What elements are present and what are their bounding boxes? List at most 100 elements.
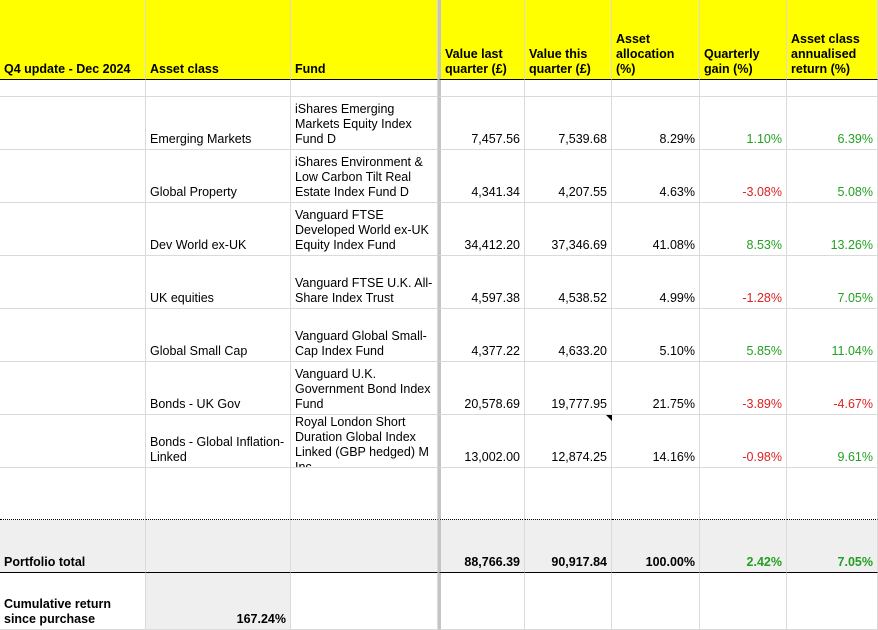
cell-text: 4,597.38 <box>471 291 520 305</box>
cell: Royal London Short Duration Global Index… <box>291 415 438 468</box>
cell-text: 5.85% <box>746 344 782 358</box>
cell-text: 4.63% <box>659 185 695 199</box>
cell <box>787 573 878 630</box>
cell <box>700 468 787 520</box>
cell-text: -3.08% <box>742 185 782 199</box>
cell-text: Bonds - UK Gov <box>150 397 241 411</box>
cell <box>291 80 438 97</box>
cell <box>0 203 146 256</box>
cell-text: 167.24% <box>236 612 286 626</box>
cell-text: 90,917.84 <box>551 555 607 569</box>
cell: 1.10% <box>700 97 787 150</box>
cell <box>291 468 438 520</box>
cell: 12,874.25 <box>525 415 612 468</box>
cell <box>525 573 612 630</box>
cell: 5.10% <box>612 309 700 362</box>
cell-text: 4.99% <box>659 291 695 305</box>
cell-text: Global Small Cap <box>150 344 248 358</box>
cell-text: -1.28% <box>742 291 782 305</box>
cell-text: Vanguard Global Small-Cap Index Fund <box>295 329 427 358</box>
cell <box>0 97 146 150</box>
header-cell: Value this quarter (£) <box>525 0 612 80</box>
cell <box>438 468 525 520</box>
cell: -3.89% <box>700 362 787 415</box>
cell: UK equities <box>146 256 291 309</box>
cell <box>612 80 700 97</box>
cell: Bonds - Global Inflation-Linked <box>146 415 291 468</box>
cell-text: 14.16% <box>652 450 695 464</box>
cell: Vanguard Global Small-Cap Index Fund <box>291 309 438 362</box>
cell: 4,377.22 <box>438 309 525 362</box>
cell <box>438 80 525 97</box>
cell-text: Asset class annualised return (%) <box>791 32 860 76</box>
header-cell: Asset allocation (%) <box>612 0 700 80</box>
cell-text: -3.89% <box>742 397 782 411</box>
cell-text: Vanguard U.K. Government Bond Index Fund <box>295 367 431 411</box>
cell-text: Vanguard FTSE U.K. All-Share Index Trust <box>295 276 433 305</box>
cell-text: 88,766.39 <box>464 555 520 569</box>
cell-text: iShares Emerging Markets Equity Index Fu… <box>295 102 412 146</box>
header-cell: Fund <box>291 0 438 80</box>
cell-text: 7,539.68 <box>558 132 607 146</box>
cell <box>612 468 700 520</box>
cell: Global Small Cap <box>146 309 291 362</box>
cell-text: 8.29% <box>659 132 695 146</box>
cell: 34,412.20 <box>438 203 525 256</box>
cell-text: UK equities <box>150 291 214 305</box>
cell-text: 7.05% <box>837 555 873 569</box>
cell: Dev World ex-UK <box>146 203 291 256</box>
header-cell: Value last quarter (£) <box>438 0 525 80</box>
cell-text: Q4 update - Dec 2024 <box>4 62 131 76</box>
cell-text: Quarterly gain (%) <box>704 47 760 76</box>
cell: 4,538.52 <box>525 256 612 309</box>
cell: 8.53% <box>700 203 787 256</box>
cell-text: 4,538.52 <box>558 291 607 305</box>
cell-text: 11.04% <box>831 344 873 358</box>
cell-text: Emerging Markets <box>150 132 252 146</box>
comment-marker <box>606 415 612 421</box>
cell: 13.26% <box>787 203 878 256</box>
cell-text: -0.98% <box>742 450 782 464</box>
cell: 6.39% <box>787 97 878 150</box>
cell-text: 7.05% <box>837 291 873 305</box>
cell-text: 100.00% <box>645 555 695 569</box>
cell-text: 4,377.22 <box>471 344 520 358</box>
cell-text: 13.26% <box>830 238 873 252</box>
cell: Vanguard FTSE Developed World ex-UK Equi… <box>291 203 438 256</box>
cell: Vanguard FTSE U.K. All-Share Index Trust <box>291 256 438 309</box>
cell-text: 2.42% <box>746 555 782 569</box>
cell: 100.00% <box>612 520 700 573</box>
cell: 2.42% <box>700 520 787 573</box>
cell: 7.05% <box>787 256 878 309</box>
cell-text: Value this quarter (£) <box>529 47 591 76</box>
cell: 20,578.69 <box>438 362 525 415</box>
cell: 7.05% <box>787 520 878 573</box>
cell: iShares Emerging Markets Equity Index Fu… <box>291 97 438 150</box>
cell-text: Global Property <box>150 185 237 199</box>
cell-text: 4,341.34 <box>471 185 520 199</box>
cell: -4.67% <box>787 362 878 415</box>
cell-text: 5.10% <box>659 344 695 358</box>
cell: 21.75% <box>612 362 700 415</box>
cell <box>0 309 146 362</box>
cell-text: Asset class <box>150 62 219 76</box>
cell: 7,539.68 <box>525 97 612 150</box>
cell-text: Bonds - Global Inflation-Linked <box>150 435 285 464</box>
cell: Bonds - UK Gov <box>146 362 291 415</box>
cell <box>291 573 438 630</box>
cell <box>612 573 700 630</box>
cell <box>146 80 291 97</box>
cell <box>525 468 612 520</box>
cell: 167.24% <box>146 573 291 630</box>
cell: 88,766.39 <box>438 520 525 573</box>
cell <box>0 415 146 468</box>
cell-text: Cumulative return since purchase <box>4 597 111 626</box>
cell: Vanguard U.K. Government Bond Index Fund <box>291 362 438 415</box>
cell: Emerging Markets <box>146 97 291 150</box>
cell <box>0 468 146 520</box>
cell: Cumulative return since purchase <box>0 573 146 630</box>
header-cell: Asset class annualised return (%) <box>787 0 878 80</box>
cell-text: iShares Environment & Low Carbon Tilt Re… <box>295 155 423 199</box>
cell: 90,917.84 <box>525 520 612 573</box>
